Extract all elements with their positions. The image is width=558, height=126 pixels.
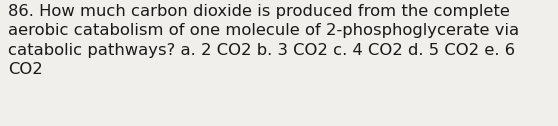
- Text: 86. How much carbon dioxide is produced from the complete
aerobic catabolism of : 86. How much carbon dioxide is produced …: [8, 4, 519, 77]
